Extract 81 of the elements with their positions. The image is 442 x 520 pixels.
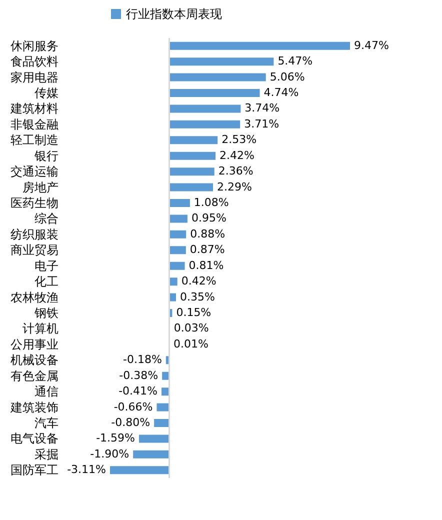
data-label: 0.15% (176, 306, 212, 319)
data-label: 0.03% (174, 322, 209, 335)
data-label: -0.41% (118, 384, 158, 398)
y-tick-label: 医药生物 (10, 196, 58, 210)
legend-label: 行业指数本周表现 (126, 7, 222, 21)
y-tick-label: 电气设备 (10, 432, 58, 446)
bar (169, 278, 178, 286)
y-tick-label: 电子 (34, 258, 58, 273)
y-tick-label: 休闲服务 (10, 38, 58, 53)
y-tick-label: 非银金融 (10, 117, 58, 132)
data-label: 3.74% (244, 102, 280, 115)
y-tick-label: 有色金属 (10, 368, 58, 383)
bar (169, 199, 190, 207)
y-tick-label: 通信 (34, 384, 58, 399)
bar (169, 104, 241, 113)
data-label: 0.01% (174, 337, 208, 350)
y-tick-label: 交通运输 (10, 164, 58, 179)
data-label: 4.74% (264, 86, 299, 99)
y-tick-label: 建筑材料 (10, 102, 58, 116)
data-label: 0.35% (180, 290, 215, 304)
bar (169, 120, 240, 128)
data-label: 2.36% (218, 164, 254, 178)
y-tick-label: 公用事业 (10, 337, 58, 352)
y-tick-label: 房地产 (22, 180, 58, 194)
y-tick-label: 机械设备 (10, 353, 58, 368)
bar (169, 183, 214, 192)
bar (162, 388, 170, 396)
bar (169, 73, 266, 82)
data-label: 2.29% (217, 180, 252, 194)
bar (169, 89, 260, 97)
data-label: -0.38% (119, 368, 158, 382)
bar (156, 403, 170, 412)
data-label: 5.06% (270, 70, 305, 84)
data-label: 2.53% (222, 133, 257, 146)
data-label: 5.47% (278, 54, 313, 68)
bar (154, 419, 170, 427)
bar (133, 450, 170, 458)
bar (169, 136, 218, 144)
y-tick-label: 银行 (34, 148, 58, 163)
data-label: 0.88% (190, 227, 226, 240)
y-tick-label: 综合 (34, 212, 58, 226)
bar (139, 434, 170, 443)
y-tick-label: 家用电器 (10, 70, 58, 84)
y-tick-label: 钢铁 (34, 306, 58, 320)
data-label: -0.80% (111, 416, 150, 429)
bar (169, 42, 350, 50)
bar (169, 168, 214, 176)
bar (169, 214, 188, 223)
data-label: 0.42% (181, 274, 216, 288)
bar (162, 372, 170, 380)
data-label: 0.87% (190, 243, 225, 256)
data-label: -1.59% (96, 432, 135, 445)
data-label: 2.42% (220, 148, 254, 162)
data-label: 9.47% (354, 38, 389, 52)
y-tick-label: 国防军工 (10, 463, 58, 478)
data-label: -0.18% (122, 353, 162, 366)
bar (110, 466, 170, 474)
y-tick-label: 农林牧渔 (10, 290, 58, 304)
data-label: 0.81% (188, 258, 224, 272)
data-label: -3.11% (67, 463, 106, 476)
bar (169, 262, 185, 270)
y-tick-label: 轻工制造 (10, 133, 58, 148)
data-label: 1.08% (194, 196, 229, 209)
bar (169, 152, 216, 160)
y-tick-label: 建筑装饰 (10, 400, 58, 414)
y-tick-label: 汽车 (34, 416, 58, 430)
data-label: 3.71% (244, 117, 280, 130)
data-label: -1.90% (90, 447, 130, 460)
bar (169, 58, 274, 66)
y-tick-label: 采掘 (34, 447, 58, 462)
data-label: -0.66% (114, 400, 153, 414)
data-label: 0.95% (191, 212, 226, 225)
y-tick-label: 传媒 (34, 86, 58, 100)
bar (169, 246, 186, 254)
bar (169, 293, 176, 302)
y-tick-label: 商业贸易 (10, 243, 58, 258)
bar (169, 230, 186, 238)
y-tick-label: 化工 (34, 274, 58, 289)
y-tick-label: 计算机 (22, 322, 58, 336)
y-tick-label: 纺织服装 (10, 227, 58, 242)
y-tick-label: 食品饮料 (10, 54, 58, 69)
